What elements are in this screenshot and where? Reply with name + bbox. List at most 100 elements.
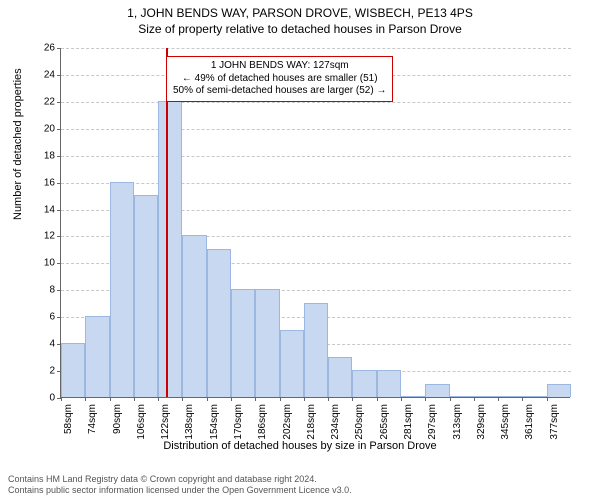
xtick-mark bbox=[450, 397, 451, 401]
histogram-bar bbox=[450, 396, 474, 397]
histogram-bar bbox=[85, 316, 109, 397]
ytick-mark bbox=[57, 317, 61, 318]
xtick-label: 281sqm bbox=[403, 404, 414, 440]
ytick-label: 16 bbox=[35, 177, 55, 188]
xtick-mark bbox=[158, 397, 159, 401]
xtick-mark bbox=[85, 397, 86, 401]
annotation-box: 1 JOHN BENDS WAY: 127sqm← 49% of detache… bbox=[166, 56, 393, 102]
gridline bbox=[61, 48, 571, 49]
xtick-label: 361sqm bbox=[524, 404, 535, 440]
ytick-label: 6 bbox=[35, 312, 55, 323]
ytick-mark bbox=[57, 129, 61, 130]
histogram-bar bbox=[522, 396, 546, 397]
ytick-mark bbox=[57, 236, 61, 237]
xtick-mark bbox=[231, 397, 232, 401]
annotation-line: 1 JOHN BENDS WAY: 127sqm bbox=[173, 60, 386, 73]
histogram-bar bbox=[401, 396, 425, 397]
xtick-mark bbox=[61, 397, 62, 401]
chart-title-main: 1, JOHN BENDS WAY, PARSON DROVE, WISBECH… bbox=[0, 0, 600, 20]
plot-region: 58sqm74sqm90sqm106sqm122sqm138sqm154sqm1… bbox=[60, 48, 570, 398]
xtick-label: 170sqm bbox=[233, 404, 244, 440]
histogram-bar bbox=[425, 384, 449, 397]
histogram-bar bbox=[231, 289, 255, 397]
xtick-label: 218sqm bbox=[306, 404, 317, 440]
ytick-mark bbox=[57, 263, 61, 264]
xtick-label: 186sqm bbox=[257, 404, 268, 440]
xtick-mark bbox=[425, 397, 426, 401]
ytick-mark bbox=[57, 75, 61, 76]
xtick-mark bbox=[182, 397, 183, 401]
histogram-bar bbox=[547, 384, 571, 397]
histogram-bar bbox=[328, 357, 352, 397]
xtick-mark bbox=[304, 397, 305, 401]
histogram-bar bbox=[255, 289, 279, 397]
annotation-line: ← 49% of detached houses are smaller (51… bbox=[173, 73, 386, 86]
ytick-label: 18 bbox=[35, 150, 55, 161]
ytick-label: 2 bbox=[35, 366, 55, 377]
histogram-bar bbox=[304, 303, 328, 397]
xtick-mark bbox=[401, 397, 402, 401]
chart-area: 58sqm74sqm90sqm106sqm122sqm138sqm154sqm1… bbox=[60, 48, 570, 398]
gridline bbox=[61, 129, 571, 130]
xtick-mark bbox=[547, 397, 548, 401]
histogram-bar bbox=[498, 396, 522, 397]
gridline bbox=[61, 102, 571, 103]
ytick-label: 12 bbox=[35, 231, 55, 242]
xtick-mark bbox=[328, 397, 329, 401]
xtick-label: 234sqm bbox=[330, 404, 341, 440]
histogram-bar bbox=[158, 101, 182, 397]
histogram-bar bbox=[110, 182, 134, 397]
histogram-bar bbox=[352, 370, 376, 397]
ytick-label: 22 bbox=[35, 96, 55, 107]
gridline bbox=[61, 156, 571, 157]
footer-attribution: Contains HM Land Registry data © Crown c… bbox=[8, 474, 352, 496]
histogram-bar bbox=[280, 330, 304, 397]
ytick-mark bbox=[57, 102, 61, 103]
xtick-mark bbox=[110, 397, 111, 401]
xtick-label: 138sqm bbox=[184, 404, 195, 440]
chart-title-sub: Size of property relative to detached ho… bbox=[0, 20, 600, 36]
xtick-mark bbox=[474, 397, 475, 401]
xtick-label: 345sqm bbox=[500, 404, 511, 440]
xtick-mark bbox=[255, 397, 256, 401]
histogram-bar bbox=[474, 396, 498, 397]
histogram-bar bbox=[61, 343, 85, 397]
xtick-mark bbox=[377, 397, 378, 401]
histogram-bar bbox=[377, 370, 401, 397]
x-axis-label: Distribution of detached houses by size … bbox=[0, 440, 600, 452]
xtick-label: 202sqm bbox=[282, 404, 293, 440]
xtick-label: 74sqm bbox=[87, 404, 98, 434]
xtick-label: 122sqm bbox=[160, 404, 171, 440]
ytick-label: 24 bbox=[35, 69, 55, 80]
ytick-label: 10 bbox=[35, 258, 55, 269]
ytick-label: 8 bbox=[35, 285, 55, 296]
ytick-label: 20 bbox=[35, 123, 55, 134]
histogram-bar bbox=[134, 195, 158, 397]
footer-line-2: Contains public sector information licen… bbox=[8, 485, 352, 496]
xtick-label: 313sqm bbox=[452, 404, 463, 440]
ytick-label: 26 bbox=[35, 43, 55, 54]
histogram-bar bbox=[182, 235, 206, 397]
xtick-label: 90sqm bbox=[112, 404, 123, 434]
xtick-label: 154sqm bbox=[209, 404, 220, 440]
footer-line-1: Contains HM Land Registry data © Crown c… bbox=[8, 474, 352, 485]
ytick-mark bbox=[57, 156, 61, 157]
xtick-mark bbox=[280, 397, 281, 401]
xtick-label: 250sqm bbox=[354, 404, 365, 440]
xtick-mark bbox=[498, 397, 499, 401]
ytick-mark bbox=[57, 48, 61, 49]
ytick-mark bbox=[57, 290, 61, 291]
annotation-line: 50% of semi-detached houses are larger (… bbox=[173, 85, 386, 98]
ytick-label: 14 bbox=[35, 204, 55, 215]
xtick-mark bbox=[207, 397, 208, 401]
xtick-label: 106sqm bbox=[136, 404, 147, 440]
xtick-label: 58sqm bbox=[63, 404, 74, 434]
xtick-mark bbox=[522, 397, 523, 401]
xtick-label: 297sqm bbox=[427, 404, 438, 440]
y-axis-label: Number of detached properties bbox=[12, 68, 24, 220]
xtick-label: 377sqm bbox=[549, 404, 560, 440]
xtick-mark bbox=[134, 397, 135, 401]
ytick-mark bbox=[57, 183, 61, 184]
gridline bbox=[61, 183, 571, 184]
ytick-label: 0 bbox=[35, 393, 55, 404]
